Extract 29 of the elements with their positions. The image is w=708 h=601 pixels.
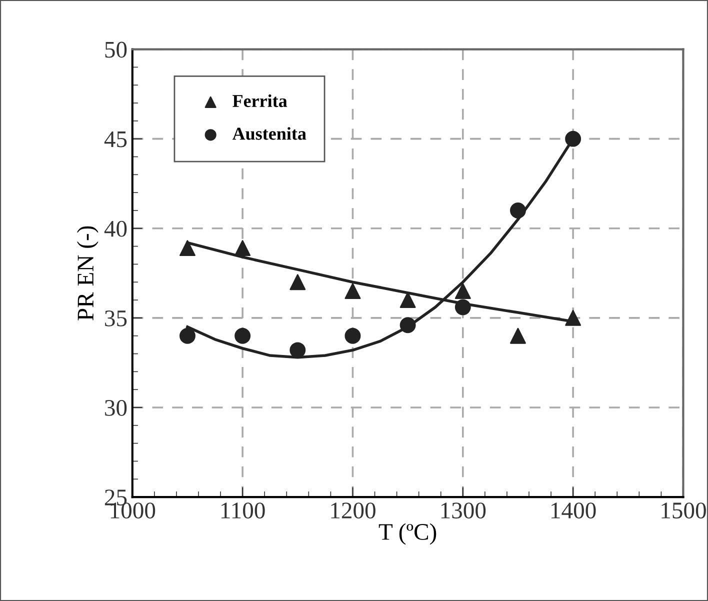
point: [565, 130, 582, 147]
point: [234, 328, 251, 344]
y-tick-label: 45: [104, 131, 127, 148]
x-tick-label: 1400: [552, 502, 596, 519]
x-tick-label: 1300: [441, 502, 486, 519]
y-tick-label: 50: [105, 42, 127, 58]
y-tick-label: 35: [105, 310, 127, 326]
x-tick-label: 1100: [221, 502, 265, 519]
x-tick-label: 1500: [662, 502, 706, 519]
point: [454, 299, 471, 316]
point: [180, 328, 196, 344]
x-axis-title: T (ºC): [378, 523, 436, 545]
y-axis-title: PR EN (-): [76, 226, 98, 320]
point: [344, 328, 361, 344]
point: [344, 283, 361, 300]
point: [400, 317, 416, 334]
x-tick-label: 1200: [331, 502, 376, 519]
point: [510, 202, 526, 218]
y-tick-label: 30: [105, 400, 127, 416]
point: [565, 310, 582, 326]
legend-label: Ferrita: [232, 94, 288, 108]
point: [234, 240, 251, 256]
y-tick-label: 40: [104, 220, 127, 237]
point: [180, 240, 196, 256]
legend-label: Austenita: [232, 127, 306, 140]
point: [290, 274, 306, 290]
point: [510, 328, 526, 344]
point: [400, 292, 416, 308]
point: [454, 283, 471, 300]
